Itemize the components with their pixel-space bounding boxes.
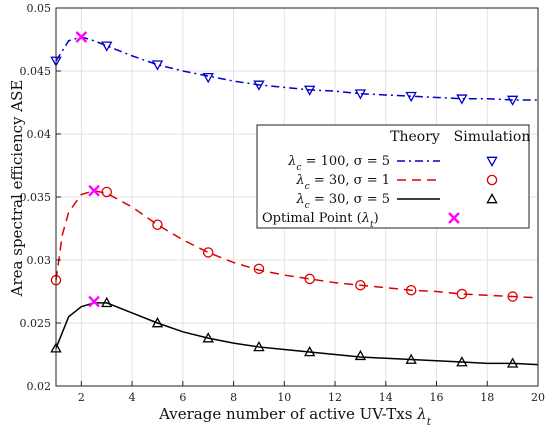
y-tick-label: 0.025 [20, 317, 52, 330]
y-tick-label: 0.05 [27, 2, 52, 15]
simulation-point [405, 284, 417, 296]
legend-marker-sample [486, 193, 498, 204]
legend-optimal-marker [448, 212, 460, 224]
legend-header-simulation: Simulation [454, 129, 531, 145]
x-tick-label: 20 [531, 391, 545, 404]
optimal-x-stroke [88, 295, 100, 308]
simulation-point [303, 85, 316, 96]
simulation-point [202, 247, 214, 258]
simulation-point [456, 356, 468, 367]
theory-line [55, 36, 538, 101]
optimal-x-stroke [448, 212, 460, 224]
x-tick-label: 6 [179, 391, 186, 404]
optimal-point [75, 31, 88, 43]
simulation-point [253, 263, 265, 275]
simulation-point [101, 296, 113, 308]
x-tick-label: 16 [430, 391, 444, 404]
simulation-point [354, 349, 367, 361]
optimal-point [88, 184, 100, 197]
simulation-point [456, 94, 468, 105]
y-tick-label: 0.045 [20, 65, 52, 78]
simulation-point [202, 72, 214, 84]
simulation-point [506, 357, 519, 368]
simulation-point [253, 80, 265, 91]
x-tick-label: 4 [129, 391, 136, 404]
x-axis-label: Average number of active UV-Txs λt [158, 405, 432, 428]
simulation-point [253, 341, 265, 352]
simulation-point [355, 279, 366, 291]
simulation-point [151, 60, 164, 71]
y-axis-label: Area spectral efficiency ASE [8, 80, 26, 298]
series-2 [50, 184, 539, 302]
simulation-point [202, 332, 214, 343]
simulation-point [506, 95, 519, 106]
x-tick-label: 18 [480, 391, 494, 404]
axis-layer: 2 4 6 8 10 12 14 16 18 20 0.02 0.025 0.03 0.035 0.04 0.… [20, 2, 546, 404]
y-tick-label: 0.035 [20, 191, 52, 204]
legend-marker-sample [486, 156, 498, 167]
legend-box [256, 124, 530, 229]
theory-line [55, 189, 539, 299]
optimal-x-stroke [88, 184, 100, 197]
x-tick-label: 8 [230, 391, 237, 404]
legend-header-theory: Theory [390, 129, 440, 145]
simulation-point [101, 41, 113, 52]
y-tick-label: 0.04 [27, 128, 52, 141]
series-layer [50, 31, 539, 368]
simulation-point [405, 91, 417, 103]
simulation-point [405, 353, 417, 364]
simulation-point [456, 288, 468, 300]
legend-entry-label: Optimal Point (λt) [262, 211, 379, 230]
y-tick-label: 0.02 [27, 380, 52, 393]
x-tick-label: 2 [78, 391, 85, 404]
simulation-point [304, 273, 315, 285]
legend-entry-label: λc = 30, σ = 5 [295, 192, 390, 211]
simulation-point [303, 346, 316, 357]
x-tick-label: 10 [277, 391, 291, 404]
simulation-point [151, 317, 164, 328]
series-1 [50, 31, 538, 106]
legend-entry-label: λc = 100, σ = 5 [287, 154, 390, 173]
theory-line [55, 302, 539, 366]
simulation-point [152, 219, 163, 230]
optimal-x-stroke [75, 31, 88, 43]
optimal-point [88, 295, 100, 308]
legend-entry-label: λc = 30, σ = 1 [295, 173, 390, 192]
simulation-point [507, 291, 518, 302]
x-tick-label: 14 [379, 391, 393, 404]
series-3 [50, 295, 539, 368]
legend-marker-sample [486, 174, 498, 186]
y-tick-label: 0.03 [27, 254, 52, 267]
x-tick-label: 12 [328, 391, 342, 404]
simulation-point [354, 89, 367, 100]
simulation-point [101, 186, 112, 198]
